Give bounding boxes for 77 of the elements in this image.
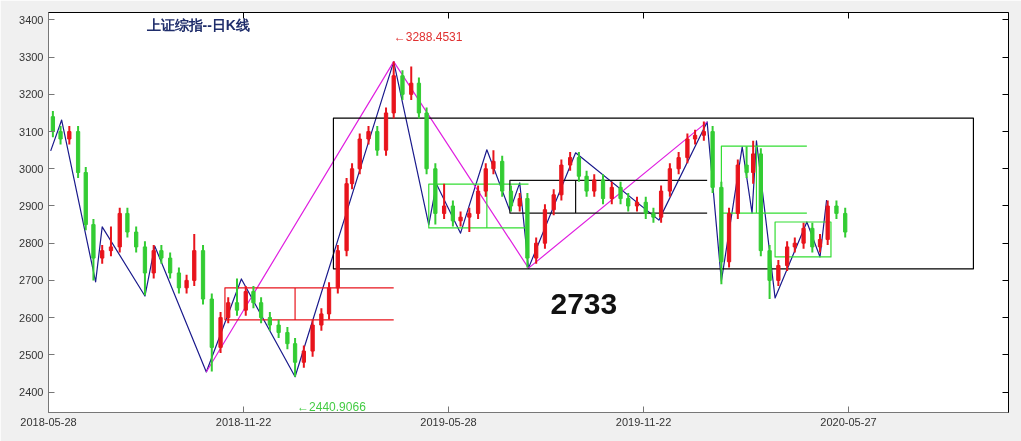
candlestick (258, 296, 264, 325)
candlestick (108, 225, 114, 258)
candlestick (159, 244, 164, 265)
y-tick-label: 3100 (19, 125, 44, 138)
candlestick (751, 139, 756, 185)
x-tick-label: 2019-05-28 (420, 415, 477, 428)
chart-title: 上证综指--日K线 (145, 16, 250, 33)
y-tick-label: 3300 (19, 51, 44, 64)
candlestick (618, 180, 623, 206)
candlestick (467, 206, 472, 234)
y-tick-label: 2400 (19, 386, 44, 399)
candlestick (285, 325, 290, 351)
candlestick (475, 184, 481, 221)
candlestick (508, 184, 514, 213)
annotation: ←2440.9066 (297, 399, 367, 414)
x-tick-label: 2018-05-28 (20, 415, 77, 428)
candlestick (551, 188, 556, 217)
y-tick-label: 2500 (19, 348, 44, 361)
candlestick (58, 124, 63, 146)
candlestick (100, 244, 105, 265)
candlestick (810, 221, 815, 254)
candlestick (534, 236, 539, 265)
candlestick (292, 337, 298, 378)
candlestick (491, 149, 496, 176)
candlestick (234, 277, 240, 317)
y-tick-label: 2800 (19, 237, 44, 250)
y-tick-label: 2700 (19, 274, 44, 287)
candlestick (584, 169, 589, 198)
candlestick (817, 232, 823, 254)
candlestick (366, 124, 371, 146)
candlestick (643, 195, 648, 221)
candlestick (134, 225, 139, 254)
candlestick (301, 344, 306, 369)
x-tick-label: 2018-11-22 (215, 415, 272, 428)
candlestick (600, 173, 606, 206)
candlestick (125, 206, 130, 239)
candlestick (184, 273, 189, 295)
candlestick (626, 191, 631, 213)
candlestick (450, 199, 456, 228)
y-tick-label: 3200 (19, 88, 44, 101)
candlestick (685, 132, 690, 165)
annotation: 2733 (550, 287, 618, 321)
candlestick (168, 251, 173, 280)
candlestick (784, 240, 790, 273)
candlestick (50, 110, 56, 139)
candlestick (801, 221, 806, 250)
y-tick-label: 2900 (19, 199, 44, 212)
line-series (205, 61, 708, 373)
candlestick (676, 151, 681, 176)
candlestick (441, 182, 447, 221)
candlestick (667, 162, 673, 198)
candlestick (592, 173, 597, 198)
x-tick-label: 2020-05-27 (820, 415, 877, 428)
y-tick-label: 3000 (19, 162, 44, 175)
y-tick-label: 3400 (19, 13, 44, 26)
candlestick (843, 206, 848, 239)
candlestick (568, 151, 573, 172)
candlestick (483, 162, 488, 198)
candlestick (251, 284, 256, 310)
y-tick-label: 2600 (19, 311, 44, 324)
candlestick (744, 145, 749, 180)
candlestick (176, 266, 182, 295)
candlestick (517, 191, 522, 213)
candlestick (267, 311, 273, 332)
candlestick (609, 180, 614, 206)
candlestick (67, 124, 72, 146)
candlestick (400, 69, 405, 101)
candlestick (375, 124, 380, 157)
candlestick (576, 151, 582, 183)
candlestick (834, 199, 839, 221)
candlestick (276, 318, 281, 340)
candlestick (151, 244, 156, 280)
candlestick (701, 120, 706, 142)
x-tick-label: 2019-11-22 (615, 415, 672, 428)
annotation: ←3288.4531 (393, 30, 463, 45)
candlestick (409, 65, 414, 101)
candlestick (776, 258, 781, 287)
